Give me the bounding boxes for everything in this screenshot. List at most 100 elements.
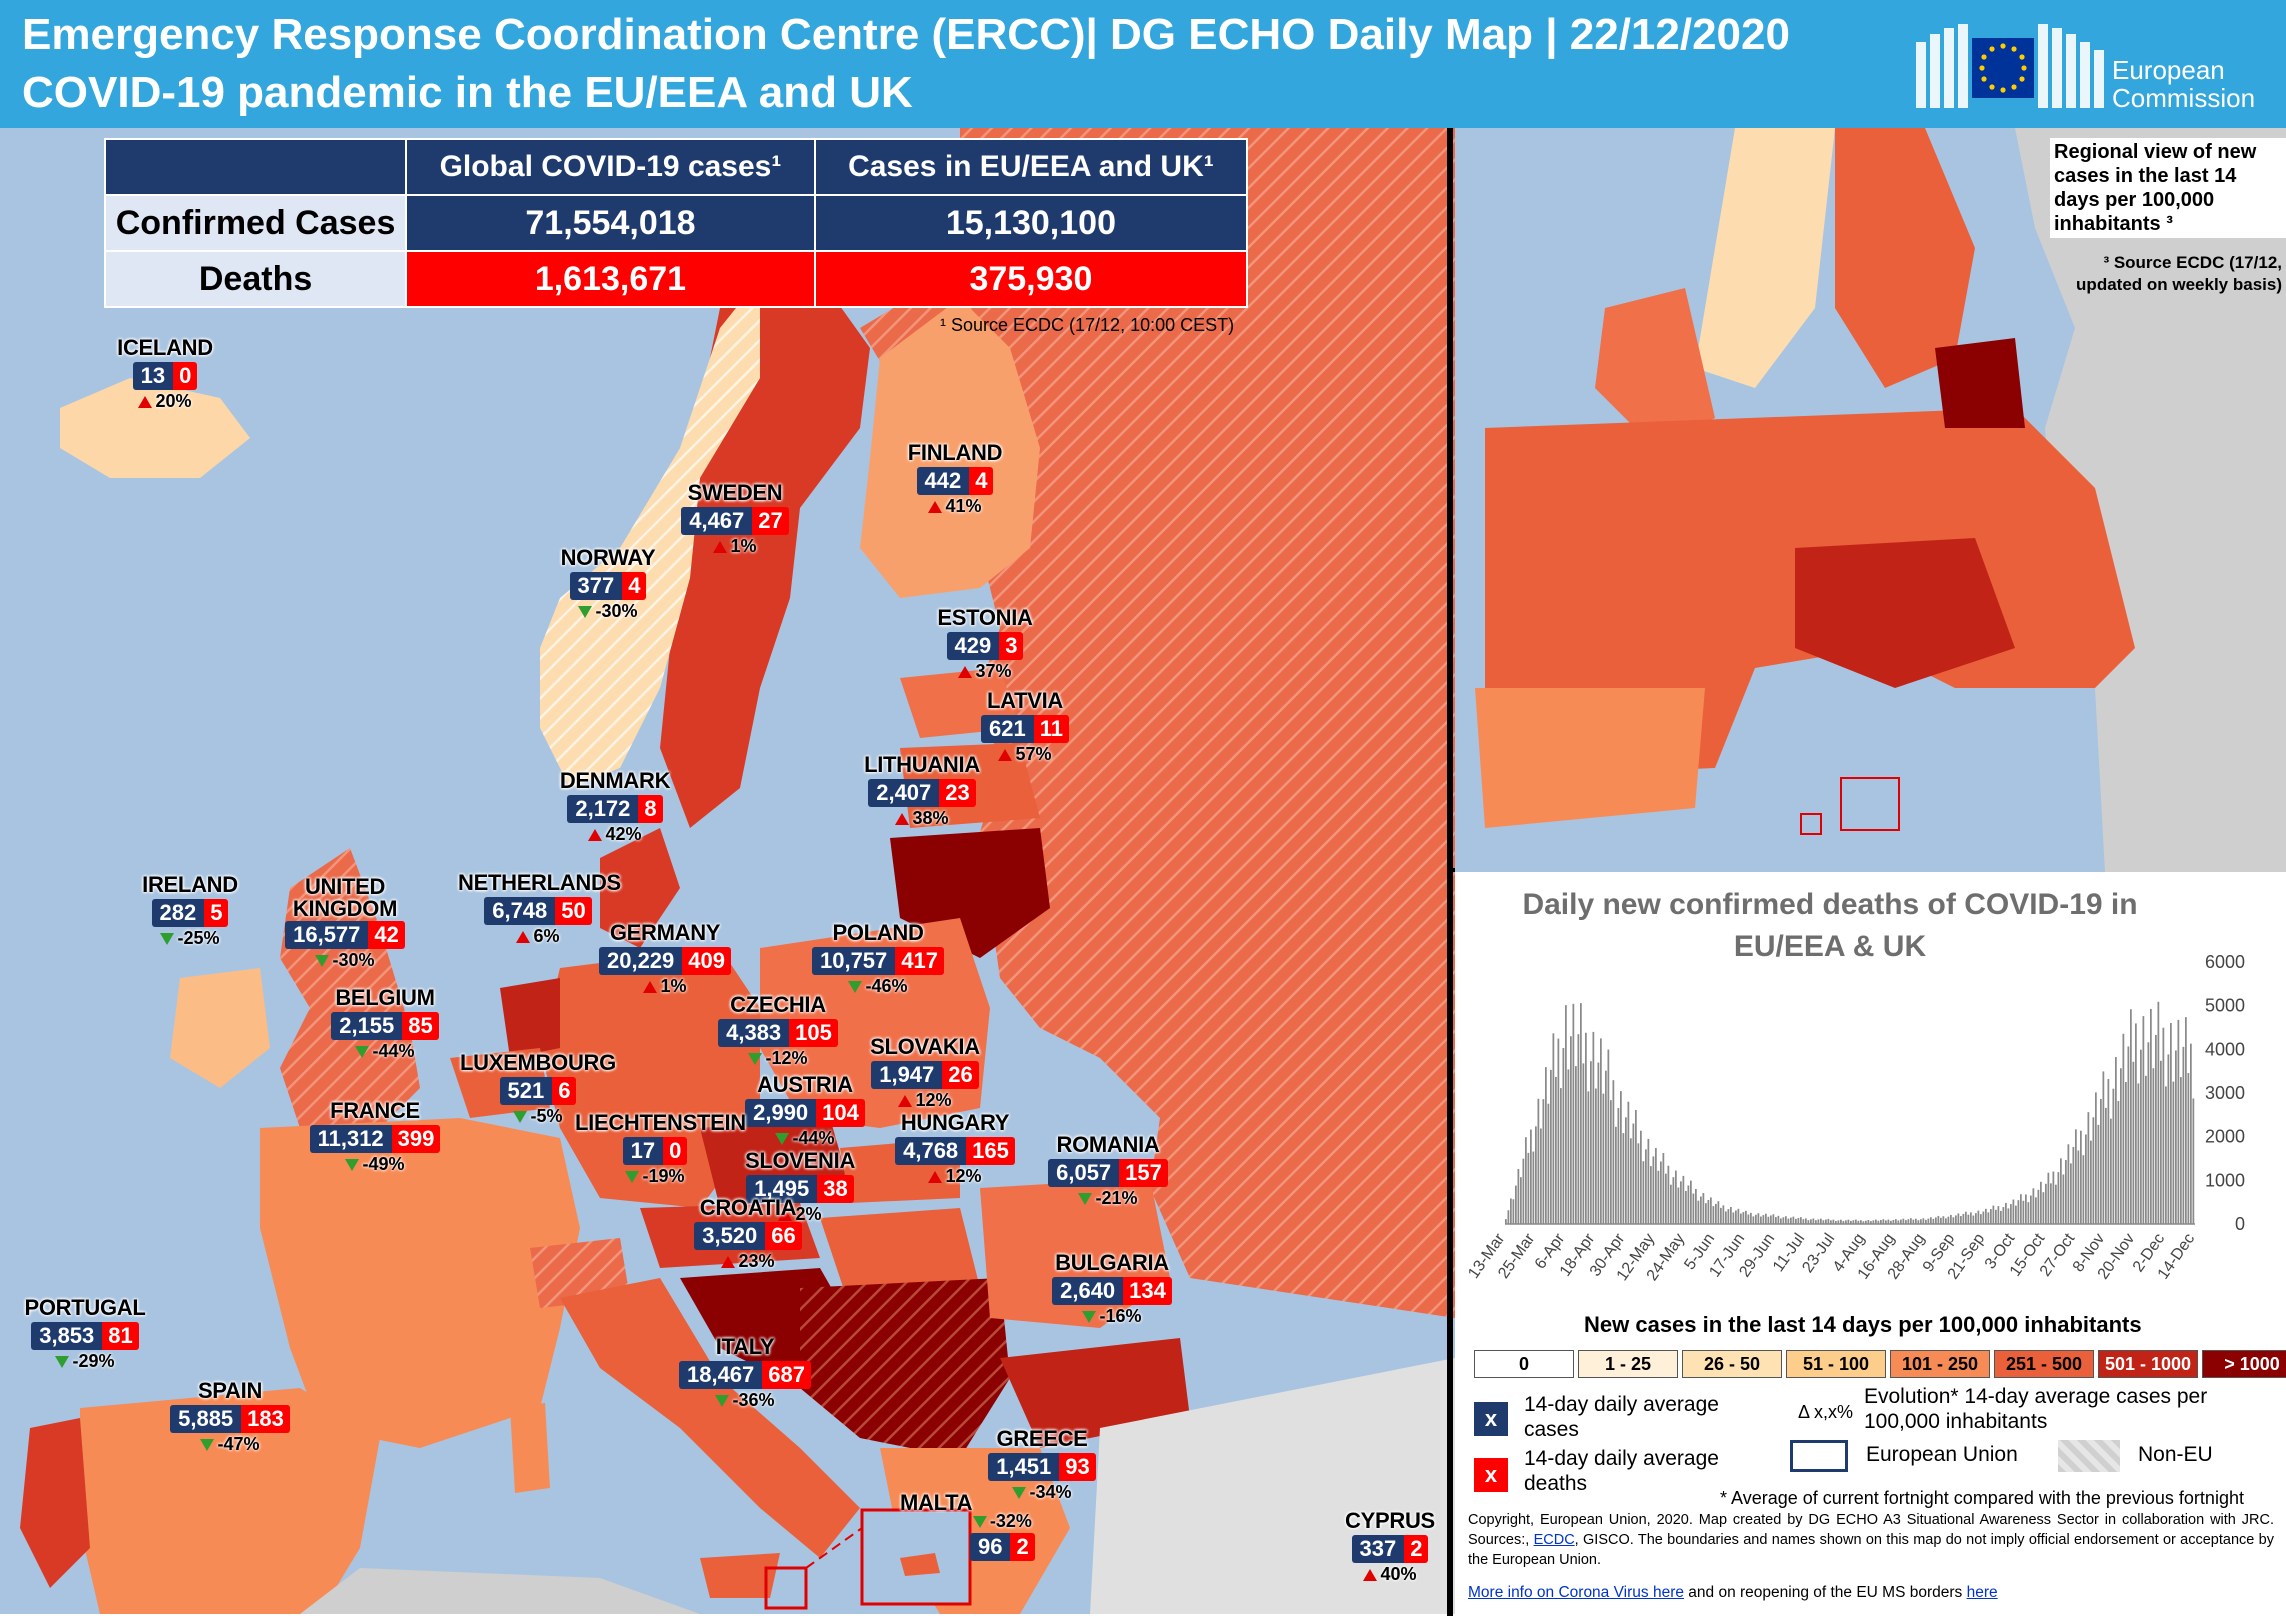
bar xyxy=(1810,1219,1812,1224)
country-label-ireland: IRELAND 282 5 -25% xyxy=(110,872,270,949)
deaths-value: 66 xyxy=(765,1222,802,1250)
bar xyxy=(1870,1221,1872,1224)
legend-scale-item: 501 - 1000 xyxy=(2098,1350,2198,1378)
bar xyxy=(1962,1213,1965,1224)
bar xyxy=(1785,1216,1787,1224)
bar xyxy=(1590,1061,1592,1224)
bar xyxy=(1802,1219,1805,1224)
bar xyxy=(1850,1220,1852,1224)
bar xyxy=(1820,1218,1822,1224)
bar xyxy=(1910,1218,1912,1224)
bar xyxy=(1830,1220,1832,1224)
y-tick-label: 5000 xyxy=(2205,996,2245,1016)
bar xyxy=(1832,1219,1835,1224)
country-name: LITHUANIA xyxy=(864,752,980,777)
cases-value: 2,640 xyxy=(1052,1277,1124,1305)
malta-connector xyxy=(805,1527,863,1569)
bar xyxy=(1565,1005,1567,1224)
up-arrow-icon xyxy=(778,1208,793,1221)
country-label-cyprus: CYPRUS 337 2 40% xyxy=(1310,1508,1470,1585)
cases-value: 4,768 xyxy=(895,1137,967,1165)
bar xyxy=(1525,1137,1527,1224)
bar xyxy=(2045,1183,2047,1224)
netherlands-shape xyxy=(500,978,560,1058)
legend-scale-item: 51 - 100 xyxy=(1786,1350,1886,1378)
evolution-value: 20% xyxy=(85,391,245,412)
bar xyxy=(1632,1123,1635,1224)
bar xyxy=(1662,1152,1665,1224)
chart-title: Daily new confirmed deaths of COVID-19 i… xyxy=(1522,888,2138,963)
country-label-netherlands: NETHERLANDS 6,748 50 6% xyxy=(458,870,621,947)
legend-death-label: 14-day daily average deaths xyxy=(1524,1447,1719,1495)
bar xyxy=(1760,1216,1762,1224)
spain-shape xyxy=(80,1388,380,1614)
bar xyxy=(1542,1099,1545,1224)
confirmed-label: Confirmed Cases xyxy=(103,194,408,252)
country-label-poland: POLAND 10,757 417 -46% xyxy=(798,920,958,997)
cases-value: 2,172 xyxy=(567,795,639,823)
bar xyxy=(1657,1170,1660,1224)
legend-scale-item: 1 - 25 xyxy=(1578,1350,1678,1378)
bar xyxy=(1775,1217,1777,1224)
regional-source: ³ Source ECDC (17/12, updated on weekly … xyxy=(2076,253,2282,294)
bar xyxy=(2180,1077,2182,1224)
bar xyxy=(1655,1148,1657,1224)
cases-value: 1,947 xyxy=(871,1061,943,1089)
bar xyxy=(1822,1220,1825,1224)
down-arrow-icon xyxy=(625,1170,640,1183)
bar xyxy=(1697,1200,1700,1224)
evolution-value: -36% xyxy=(665,1390,825,1411)
bar xyxy=(1847,1219,1850,1224)
country-name: ROMANIA xyxy=(1056,1132,1160,1157)
bar xyxy=(1867,1220,1870,1224)
up-arrow-icon xyxy=(721,1255,736,1268)
ireland-shape xyxy=(170,968,270,1088)
bar xyxy=(1800,1217,1802,1224)
evolution-value: -30% xyxy=(528,601,688,622)
legend-death-symbol: x xyxy=(1474,1458,1508,1492)
more-info-link[interactable]: More info on Corona Virus here xyxy=(1468,1584,1684,1601)
ecdc-link[interactable]: ECDC xyxy=(1533,1532,1575,1548)
bar xyxy=(1547,1103,1550,1224)
up-arrow-icon xyxy=(516,930,531,943)
bar xyxy=(2117,1100,2120,1224)
evolution-value: 57% xyxy=(945,744,1105,765)
bar xyxy=(1987,1212,1990,1224)
country-label-italy: ITALY 18,467 687 -36% xyxy=(665,1334,825,1411)
borders-here-link[interactable]: here xyxy=(1966,1584,1998,1601)
global-confirmed-value: 71,554,018 xyxy=(405,194,816,252)
uk-shape xyxy=(280,848,420,1138)
regional-note: Regional view of new cases in the last 1… xyxy=(2050,138,2286,238)
stats-table: Global COVID-19 cases¹ Cases in EU/EEA a… xyxy=(103,138,1249,308)
deaths-value: 11 xyxy=(1033,715,1069,743)
bar xyxy=(1717,1201,1720,1224)
legend-scale-item: 251 - 500 xyxy=(1994,1350,2094,1378)
bar xyxy=(2020,1194,2022,1224)
bar xyxy=(1515,1185,1517,1224)
country-label-sweden: SWEDEN 4,467 27 1% xyxy=(655,480,815,557)
bar xyxy=(2040,1181,2042,1224)
bar xyxy=(1722,1205,1725,1224)
bar xyxy=(2075,1129,2077,1224)
bar xyxy=(1725,1211,1727,1224)
evolution-value: -30% xyxy=(265,950,425,971)
cases-value: 1,495 xyxy=(746,1175,818,1203)
evolution-value: -32% xyxy=(970,1511,1035,1532)
bar xyxy=(2132,1061,2135,1224)
deaths-value: 409 xyxy=(682,947,731,975)
bar xyxy=(1635,1110,1637,1224)
country-label-portugal: PORTUGAL 3,853 81 -29% xyxy=(5,1295,165,1372)
deaths-value: 2 xyxy=(1010,1533,1035,1561)
bar xyxy=(1787,1218,1790,1224)
bar xyxy=(1715,1203,1717,1224)
bar xyxy=(1620,1091,1622,1224)
legend-scale-item: 0 xyxy=(1474,1350,1574,1378)
bar xyxy=(2115,1057,2117,1224)
y-tick-label: 2000 xyxy=(2205,1127,2245,1147)
bar xyxy=(1582,1063,1585,1224)
iceland-shape xyxy=(60,378,250,478)
bar xyxy=(1862,1221,1865,1224)
cases-value: 377 xyxy=(569,572,623,600)
bar xyxy=(1580,1003,1582,1224)
